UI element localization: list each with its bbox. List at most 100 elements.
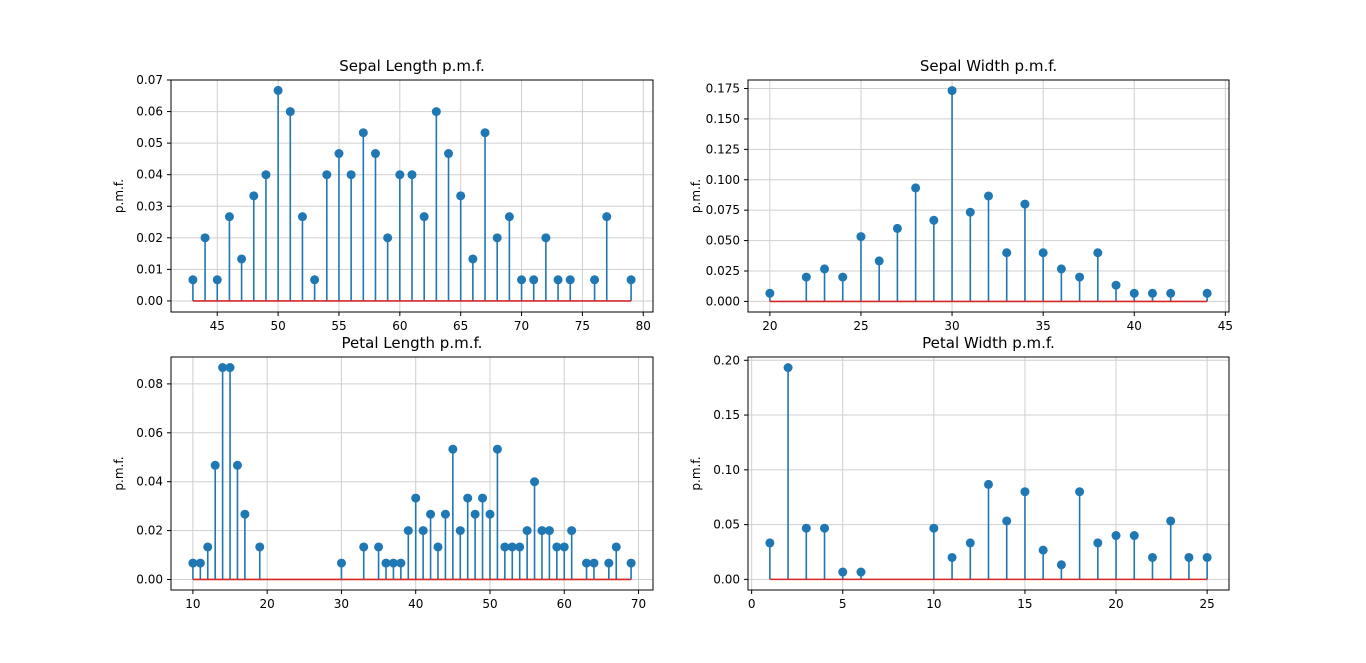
chart-title: Sepal Length p.m.f. xyxy=(339,57,485,75)
y-tick-label: 0.025 xyxy=(706,264,740,278)
y-tick-label: 0.125 xyxy=(706,142,740,156)
x-tick-label: 55 xyxy=(331,319,346,333)
stem-marker xyxy=(1002,248,1012,258)
stem-marker xyxy=(537,526,547,536)
stem-marker xyxy=(626,558,636,568)
stem-marker xyxy=(929,215,939,225)
x-tick-label: 70 xyxy=(514,319,529,333)
stem-marker xyxy=(1093,248,1103,258)
stem-marker xyxy=(500,542,510,552)
stem-marker xyxy=(1129,288,1139,298)
stem-marker xyxy=(1002,516,1012,526)
y-tick-label: 0.04 xyxy=(136,475,163,489)
chart-title: Petal Width p.m.f. xyxy=(922,334,1055,352)
stem-marker xyxy=(801,272,811,282)
stem-marker xyxy=(567,526,577,536)
axes-frame xyxy=(170,79,654,313)
stem-marker xyxy=(255,542,265,552)
x-tick-label: 0 xyxy=(748,597,756,611)
x-tick-label: 5 xyxy=(839,597,847,611)
stem-marker xyxy=(911,183,921,193)
stem-marker xyxy=(240,509,250,519)
stem-marker xyxy=(929,523,939,533)
stem-marker xyxy=(310,275,320,285)
stem-marker xyxy=(468,254,478,264)
stem-marker xyxy=(444,149,454,159)
y-tick-label: 0.06 xyxy=(136,426,163,440)
x-tick-label: 20 xyxy=(762,319,777,333)
stem-marker xyxy=(218,363,228,373)
x-tick-label: 40 xyxy=(1127,319,1142,333)
stem-marker xyxy=(765,288,775,298)
x-tick-label: 20 xyxy=(260,597,275,611)
stem-marker xyxy=(370,149,380,159)
stem-marker xyxy=(947,86,957,96)
stem-marker xyxy=(820,523,830,533)
stem-marker xyxy=(188,558,198,568)
stem-marker xyxy=(463,493,473,503)
x-tick-label: 45 xyxy=(1218,319,1233,333)
axes-frame xyxy=(747,356,1230,591)
x-tick-label: 30 xyxy=(944,319,959,333)
stem-marker xyxy=(1056,264,1066,274)
stem-marker xyxy=(336,558,346,568)
y-tick-label: 0.05 xyxy=(136,136,163,150)
x-tick-label: 75 xyxy=(575,319,590,333)
y-tick-label: 0.08 xyxy=(136,377,163,391)
stem-marker xyxy=(529,275,539,285)
stem-marker xyxy=(1020,199,1030,209)
stem-marker xyxy=(224,212,234,222)
stem-marker xyxy=(431,107,441,117)
x-tick-label: 60 xyxy=(557,597,572,611)
stem-marker xyxy=(765,538,775,548)
stem-marker xyxy=(1147,288,1157,298)
stem-marker xyxy=(590,275,600,285)
stem-marker xyxy=(492,233,502,243)
stem-marker xyxy=(1184,552,1194,562)
x-tick-label: 20 xyxy=(1108,597,1123,611)
stem-marker xyxy=(478,493,488,503)
y-tick-label: 0.00 xyxy=(136,294,163,308)
stem-marker xyxy=(1056,560,1066,570)
x-tick-label: 45 xyxy=(210,319,225,333)
stem-series xyxy=(188,363,636,580)
stem-marker xyxy=(1202,552,1212,562)
y-tick-label: 0.10 xyxy=(713,463,740,477)
stem-marker xyxy=(418,526,428,536)
stem-marker xyxy=(456,191,466,201)
stem-marker xyxy=(544,526,554,536)
stem-marker xyxy=(480,128,490,138)
stem-marker xyxy=(965,538,975,548)
stem-marker xyxy=(334,149,344,159)
stem-marker xyxy=(553,275,563,285)
y-tick-label: 0.075 xyxy=(706,203,740,217)
stem-marker xyxy=(188,275,198,285)
grid xyxy=(171,357,653,590)
axes-frame xyxy=(170,356,654,591)
stem-marker xyxy=(396,558,406,568)
petal-width-chart: Petal Width p.m.f. p.m.f. 0 5 10 15 20 25 0.00… xyxy=(689,334,1230,611)
y-tick-label: 0.00 xyxy=(713,572,740,586)
stem-marker xyxy=(395,170,405,180)
stem-marker xyxy=(589,558,599,568)
stem-marker xyxy=(856,567,866,577)
stem-marker xyxy=(358,128,368,138)
stem-marker xyxy=(947,552,957,562)
stem-marker xyxy=(1038,545,1048,555)
x-tick-label: 25 xyxy=(853,319,868,333)
stem-marker xyxy=(507,542,517,552)
stem-marker xyxy=(892,223,902,233)
y-tick-label: 0.100 xyxy=(706,173,740,187)
stem-marker xyxy=(297,212,307,222)
stem-marker xyxy=(838,567,848,577)
sepal-width-chart: Sepal Width p.m.f. p.m.f. 20 25 30 35 40 45 0.… xyxy=(689,57,1233,333)
stem-marker xyxy=(1093,538,1103,548)
y-tick-label: 0.02 xyxy=(136,231,163,245)
stem-marker xyxy=(485,509,495,519)
stem-series xyxy=(765,86,1212,302)
stem-marker xyxy=(530,477,540,487)
stem-marker xyxy=(611,542,621,552)
y-tick-label: 0.04 xyxy=(136,168,163,182)
y-tick-label: 0.01 xyxy=(136,262,163,276)
